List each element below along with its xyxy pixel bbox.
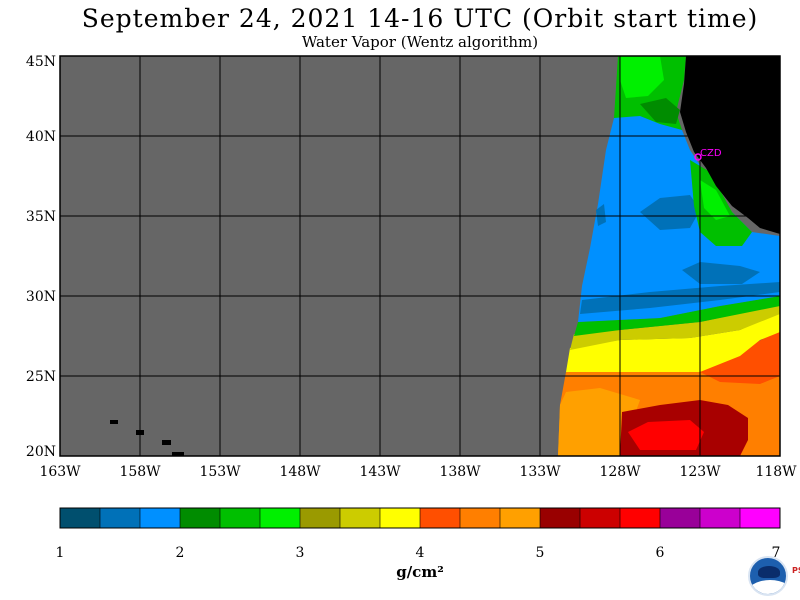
lon-label: 153W xyxy=(199,464,241,480)
colorbar-swatch xyxy=(740,508,781,528)
lon-label: 118W xyxy=(755,464,797,480)
colorbar-swatch xyxy=(220,508,261,528)
colorbar-tick-label: 2 xyxy=(176,545,185,561)
swath-darkblue xyxy=(640,195,700,230)
island-hawaii xyxy=(172,452,184,456)
psl-logo-text: PSL xyxy=(792,566,800,575)
lon-label: 163W xyxy=(39,464,81,480)
colorbar-tick-label: 4 xyxy=(416,545,425,561)
colorbar xyxy=(60,508,781,528)
swath-green-south xyxy=(574,296,780,336)
map-title: September 24, 2021 14-16 UTC (Orbit star… xyxy=(81,4,759,33)
lon-label: 143W xyxy=(359,464,401,480)
station-marker-icon xyxy=(694,153,702,161)
colorbar-swatch xyxy=(620,508,661,528)
lat-label: 40N xyxy=(26,129,56,145)
lat-label: 45N xyxy=(26,54,56,70)
island-maui xyxy=(162,440,171,445)
colorbar-tick-label: 1 xyxy=(56,545,65,561)
colorbar-tick-label: 7 xyxy=(772,545,781,561)
colorbar-swatch xyxy=(300,508,341,528)
lat-label: 25N xyxy=(26,369,56,385)
swath-redorange xyxy=(700,330,780,384)
lon-label: 123W xyxy=(679,464,721,480)
swath-deepblue-band xyxy=(580,282,780,314)
colorbar-tick-label: 5 xyxy=(536,545,545,561)
lat-label: 30N xyxy=(26,289,56,305)
colorbar-swatch xyxy=(540,508,581,528)
water-vapor-field xyxy=(110,56,780,456)
colorbar-swatch xyxy=(100,508,141,528)
swath-left-edge xyxy=(596,204,606,226)
swath-darkblue-2 xyxy=(682,262,760,284)
lat-label: 35N xyxy=(26,209,56,225)
colorbar-swatch xyxy=(700,508,741,528)
colorbar-swatch xyxy=(380,508,421,528)
swath-brightgreen-coast xyxy=(700,180,730,220)
colorbar-swatch xyxy=(420,508,461,528)
colorbar-swatch xyxy=(60,508,101,528)
lon-label: 138W xyxy=(439,464,481,480)
lat-label: 20N xyxy=(26,444,56,460)
land-north-america xyxy=(680,56,780,234)
colorbar-swatch xyxy=(140,508,181,528)
lon-label: 148W xyxy=(279,464,321,480)
swath-red xyxy=(628,420,704,450)
colorbar-swatch xyxy=(580,508,621,528)
map-frame xyxy=(59,55,781,457)
lon-label: 158W xyxy=(119,464,161,480)
colorbar-tick-label: 6 xyxy=(656,545,665,561)
noaa-logo-icon xyxy=(748,556,788,596)
colorbar-swatch xyxy=(340,508,381,528)
swath-darkgreen-north xyxy=(640,98,680,124)
colorbar-swatch xyxy=(660,508,701,528)
lon-label: 128W xyxy=(599,464,641,480)
colorbar-tick-label: 3 xyxy=(296,545,305,561)
colorbar-swatch xyxy=(260,508,301,528)
lon-label: 133W xyxy=(519,464,561,480)
colorbar-units: g/cm² xyxy=(396,563,444,581)
island-kauai xyxy=(110,420,118,424)
station-label: CZD xyxy=(700,148,722,159)
map-subtitle: Water Vapor (Wentz algorithm) xyxy=(301,33,539,51)
colorbar-swatch xyxy=(460,508,501,528)
gridlines xyxy=(60,56,780,456)
colorbar-swatch xyxy=(500,508,541,528)
colorbar-frame xyxy=(59,507,781,529)
swath-brightgreen-north xyxy=(620,56,664,98)
colorbar-swatch xyxy=(180,508,221,528)
